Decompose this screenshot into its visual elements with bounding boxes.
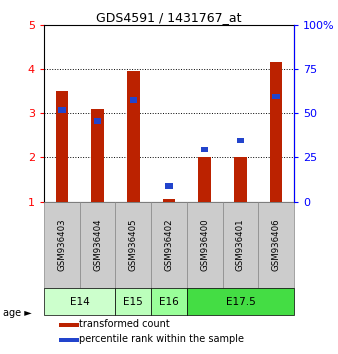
Bar <box>115 201 151 288</box>
Text: percentile rank within the sample: percentile rank within the sample <box>79 334 244 344</box>
Bar <box>165 183 173 189</box>
Bar <box>201 147 209 152</box>
Text: E16: E16 <box>159 297 179 307</box>
Text: GSM936406: GSM936406 <box>272 218 281 271</box>
Text: GSM936402: GSM936402 <box>165 218 173 271</box>
Bar <box>223 201 258 288</box>
Bar <box>272 93 280 99</box>
Bar <box>55 91 68 201</box>
Bar <box>91 109 104 201</box>
Title: GDS4591 / 1431767_at: GDS4591 / 1431767_at <box>96 11 242 24</box>
Bar <box>44 288 115 315</box>
Bar <box>163 199 175 201</box>
Text: E17.5: E17.5 <box>225 297 255 307</box>
Text: GSM936401: GSM936401 <box>236 218 245 271</box>
Bar <box>187 201 223 288</box>
Bar <box>234 158 247 201</box>
Bar <box>129 97 137 103</box>
Text: GSM936403: GSM936403 <box>57 218 66 271</box>
Bar <box>115 288 151 315</box>
Text: age ►: age ► <box>3 308 32 318</box>
Bar <box>80 201 115 288</box>
Text: E14: E14 <box>70 297 90 307</box>
Text: transformed count: transformed count <box>79 319 170 329</box>
Bar <box>258 201 294 288</box>
Text: GSM936404: GSM936404 <box>93 218 102 271</box>
Text: E15: E15 <box>123 297 143 307</box>
Bar <box>237 138 244 143</box>
Bar <box>187 288 294 315</box>
Bar <box>151 201 187 288</box>
Bar <box>94 118 101 124</box>
Bar <box>270 62 283 201</box>
Bar <box>127 71 140 201</box>
Bar <box>58 107 66 113</box>
Bar <box>198 158 211 201</box>
Bar <box>59 338 79 342</box>
Text: GSM936405: GSM936405 <box>129 218 138 271</box>
Bar <box>151 288 187 315</box>
Text: GSM936400: GSM936400 <box>200 218 209 271</box>
Bar <box>44 201 80 288</box>
Bar <box>59 323 79 327</box>
